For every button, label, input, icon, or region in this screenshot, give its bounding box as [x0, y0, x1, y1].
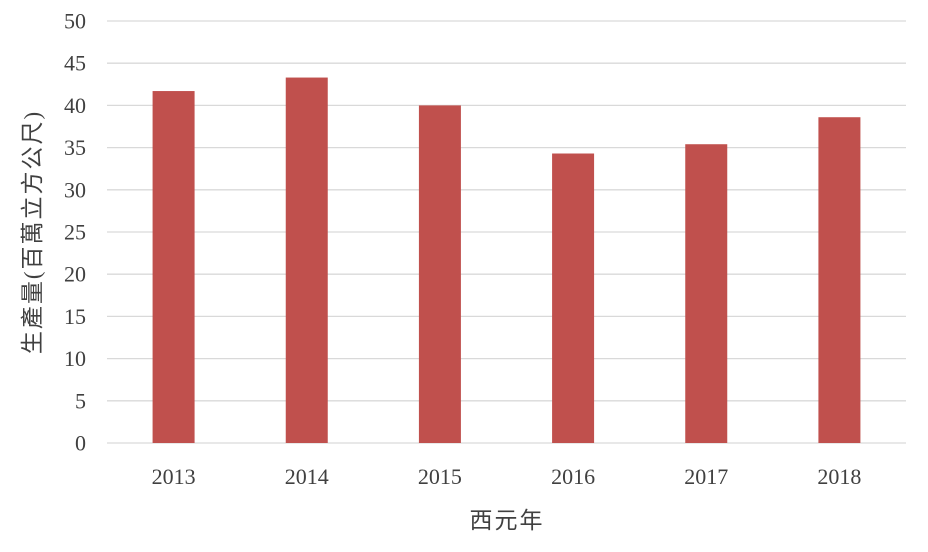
gridlines [107, 20, 906, 444]
x-tick-label: 2018 [817, 464, 861, 489]
y-tick-label: 25 [64, 220, 86, 245]
x-tick-label: 2014 [285, 464, 329, 489]
x-axis-ticks: 2013 2014 2015 2016 2017 2018 [152, 464, 862, 489]
y-tick-label: 10 [64, 346, 86, 371]
bar-2015 [418, 105, 461, 444]
y-tick-label: 30 [64, 177, 86, 202]
y-tick-label: 50 [64, 9, 86, 34]
y-tick-label: 15 [64, 304, 86, 329]
y-axis-title: 生產量(百萬立方公尺) [20, 110, 45, 354]
bar-2017 [685, 144, 728, 443]
x-tick-label: 2017 [684, 464, 728, 489]
x-tick-label: 2013 [152, 464, 196, 489]
bar-2016 [552, 153, 595, 443]
x-tick-label: 2016 [551, 464, 595, 489]
x-axis-title: 西元年 [470, 508, 545, 533]
bar-2013 [152, 91, 195, 443]
bars [152, 77, 861, 444]
y-tick-label: 40 [64, 93, 86, 118]
y-tick-label: 35 [64, 135, 86, 160]
bar-2014 [285, 77, 328, 443]
y-tick-label: 20 [64, 262, 86, 287]
y-tick-label: 45 [64, 51, 86, 76]
y-axis-ticks: 0 5 10 15 20 25 30 35 40 45 50 [64, 9, 86, 456]
y-tick-label: 5 [75, 388, 86, 413]
x-tick-label: 2015 [418, 464, 462, 489]
bar-2018 [818, 117, 861, 443]
y-tick-label: 0 [75, 431, 86, 456]
